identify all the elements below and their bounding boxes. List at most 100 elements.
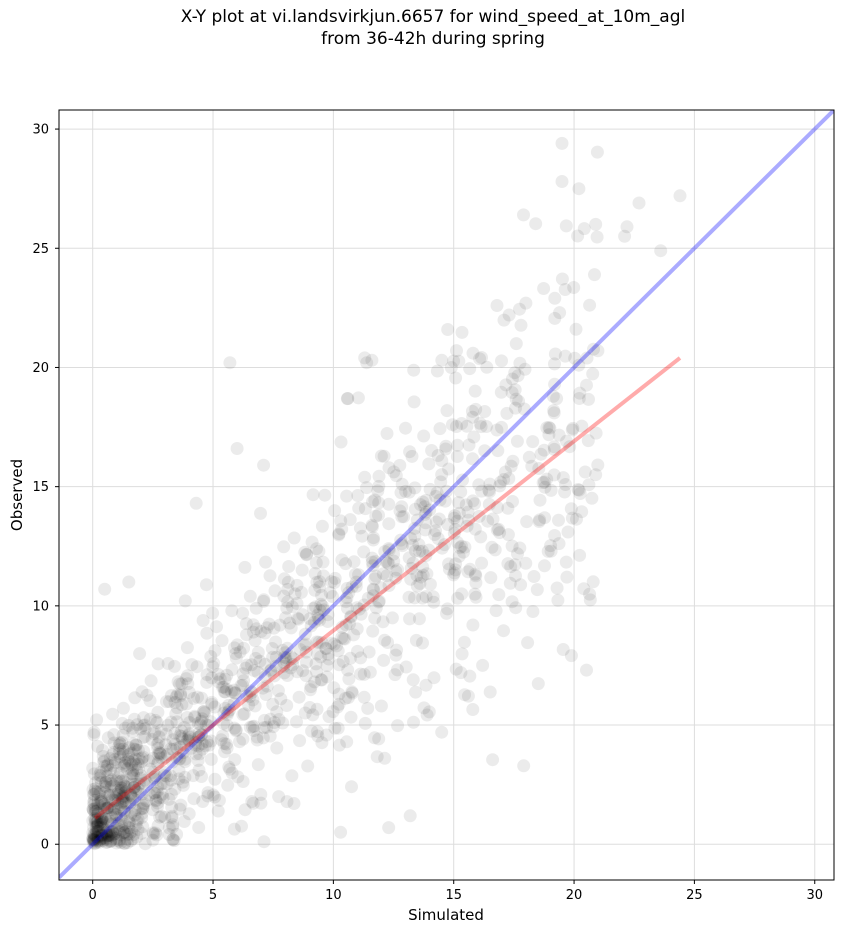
data-point	[288, 587, 302, 601]
data-point	[548, 311, 562, 325]
data-point	[322, 652, 336, 666]
data-point	[514, 318, 528, 332]
data-point	[300, 547, 313, 561]
data-point	[87, 833, 101, 847]
y-tick-label: 30	[32, 123, 49, 138]
data-point	[112, 747, 126, 761]
data-point	[238, 560, 252, 574]
data-point	[491, 444, 505, 458]
data-point	[131, 743, 145, 757]
data-point	[150, 828, 164, 842]
data-point	[482, 497, 496, 511]
data-point	[519, 296, 533, 310]
data-point	[162, 828, 176, 841]
data-point	[399, 421, 412, 435]
data-point	[109, 755, 122, 769]
data-point	[133, 647, 147, 661]
data-point	[181, 669, 195, 683]
data-point	[125, 758, 139, 772]
data-point	[134, 722, 148, 736]
data-point	[195, 691, 209, 705]
data-point	[326, 705, 340, 719]
data-point	[148, 713, 162, 727]
grid-lines	[59, 110, 834, 880]
data-point	[264, 664, 278, 678]
data-point	[558, 349, 572, 363]
data-point	[157, 769, 171, 782]
data-point	[317, 569, 330, 583]
data-point	[182, 728, 196, 742]
data-point	[229, 724, 243, 738]
plot-frame	[58, 109, 835, 881]
data-point	[207, 656, 221, 670]
data-point	[296, 664, 310, 678]
data-point	[137, 797, 151, 810]
data-point	[430, 364, 444, 378]
data-point	[191, 739, 205, 753]
data-point	[272, 790, 286, 804]
data-point	[299, 669, 313, 683]
data-point	[366, 533, 380, 547]
data-point	[372, 595, 386, 609]
data-point	[166, 833, 180, 847]
data-point	[87, 833, 101, 847]
y-axis-ticks: 0 5 10 15 20 25 30	[32, 123, 59, 853]
data-point	[110, 808, 124, 822]
data-point	[452, 496, 466, 510]
data-point	[239, 617, 253, 631]
data-point	[136, 798, 150, 812]
data-point	[94, 792, 108, 806]
data-point	[164, 715, 178, 729]
data-point	[440, 484, 453, 498]
data-point	[590, 230, 604, 244]
data-point	[120, 832, 134, 846]
data-point	[151, 800, 164, 814]
data-point	[274, 692, 288, 706]
data-point	[440, 404, 454, 418]
data-point	[266, 650, 280, 664]
data-point	[253, 654, 267, 668]
data-point	[452, 549, 466, 563]
data-point	[360, 481, 374, 495]
data-point	[120, 827, 134, 841]
data-point	[408, 481, 422, 495]
data-point	[258, 626, 272, 640]
data-point	[303, 701, 317, 714]
data-point	[99, 835, 113, 849]
data-point	[90, 713, 104, 727]
data-point	[124, 796, 138, 810]
data-point	[121, 752, 135, 766]
data-point	[88, 784, 102, 798]
data-point	[479, 420, 493, 433]
data-point	[538, 511, 552, 525]
data-point	[200, 675, 214, 689]
data-point	[145, 732, 159, 746]
data-point	[114, 781, 128, 795]
data-point	[205, 671, 219, 685]
data-point	[114, 798, 128, 812]
data-point	[508, 383, 522, 397]
data-point	[97, 798, 111, 811]
data-point	[160, 747, 174, 761]
data-point	[181, 677, 195, 691]
data-point	[503, 576, 517, 590]
data-point	[107, 827, 121, 841]
data-point	[93, 771, 107, 785]
data-point	[389, 571, 403, 585]
data-point	[97, 831, 111, 845]
data-point	[368, 493, 382, 507]
data-point	[538, 480, 552, 494]
data-point	[382, 579, 396, 592]
data-point	[161, 657, 175, 670]
data-point	[174, 798, 188, 812]
data-point	[110, 816, 124, 830]
data-point	[474, 420, 488, 434]
data-point	[114, 811, 128, 825]
data-point	[217, 706, 231, 720]
data-point	[117, 778, 131, 792]
data-point	[340, 392, 354, 406]
data-point	[577, 582, 591, 596]
data-point	[280, 699, 294, 712]
data-point	[313, 603, 327, 617]
data-point	[463, 562, 477, 576]
